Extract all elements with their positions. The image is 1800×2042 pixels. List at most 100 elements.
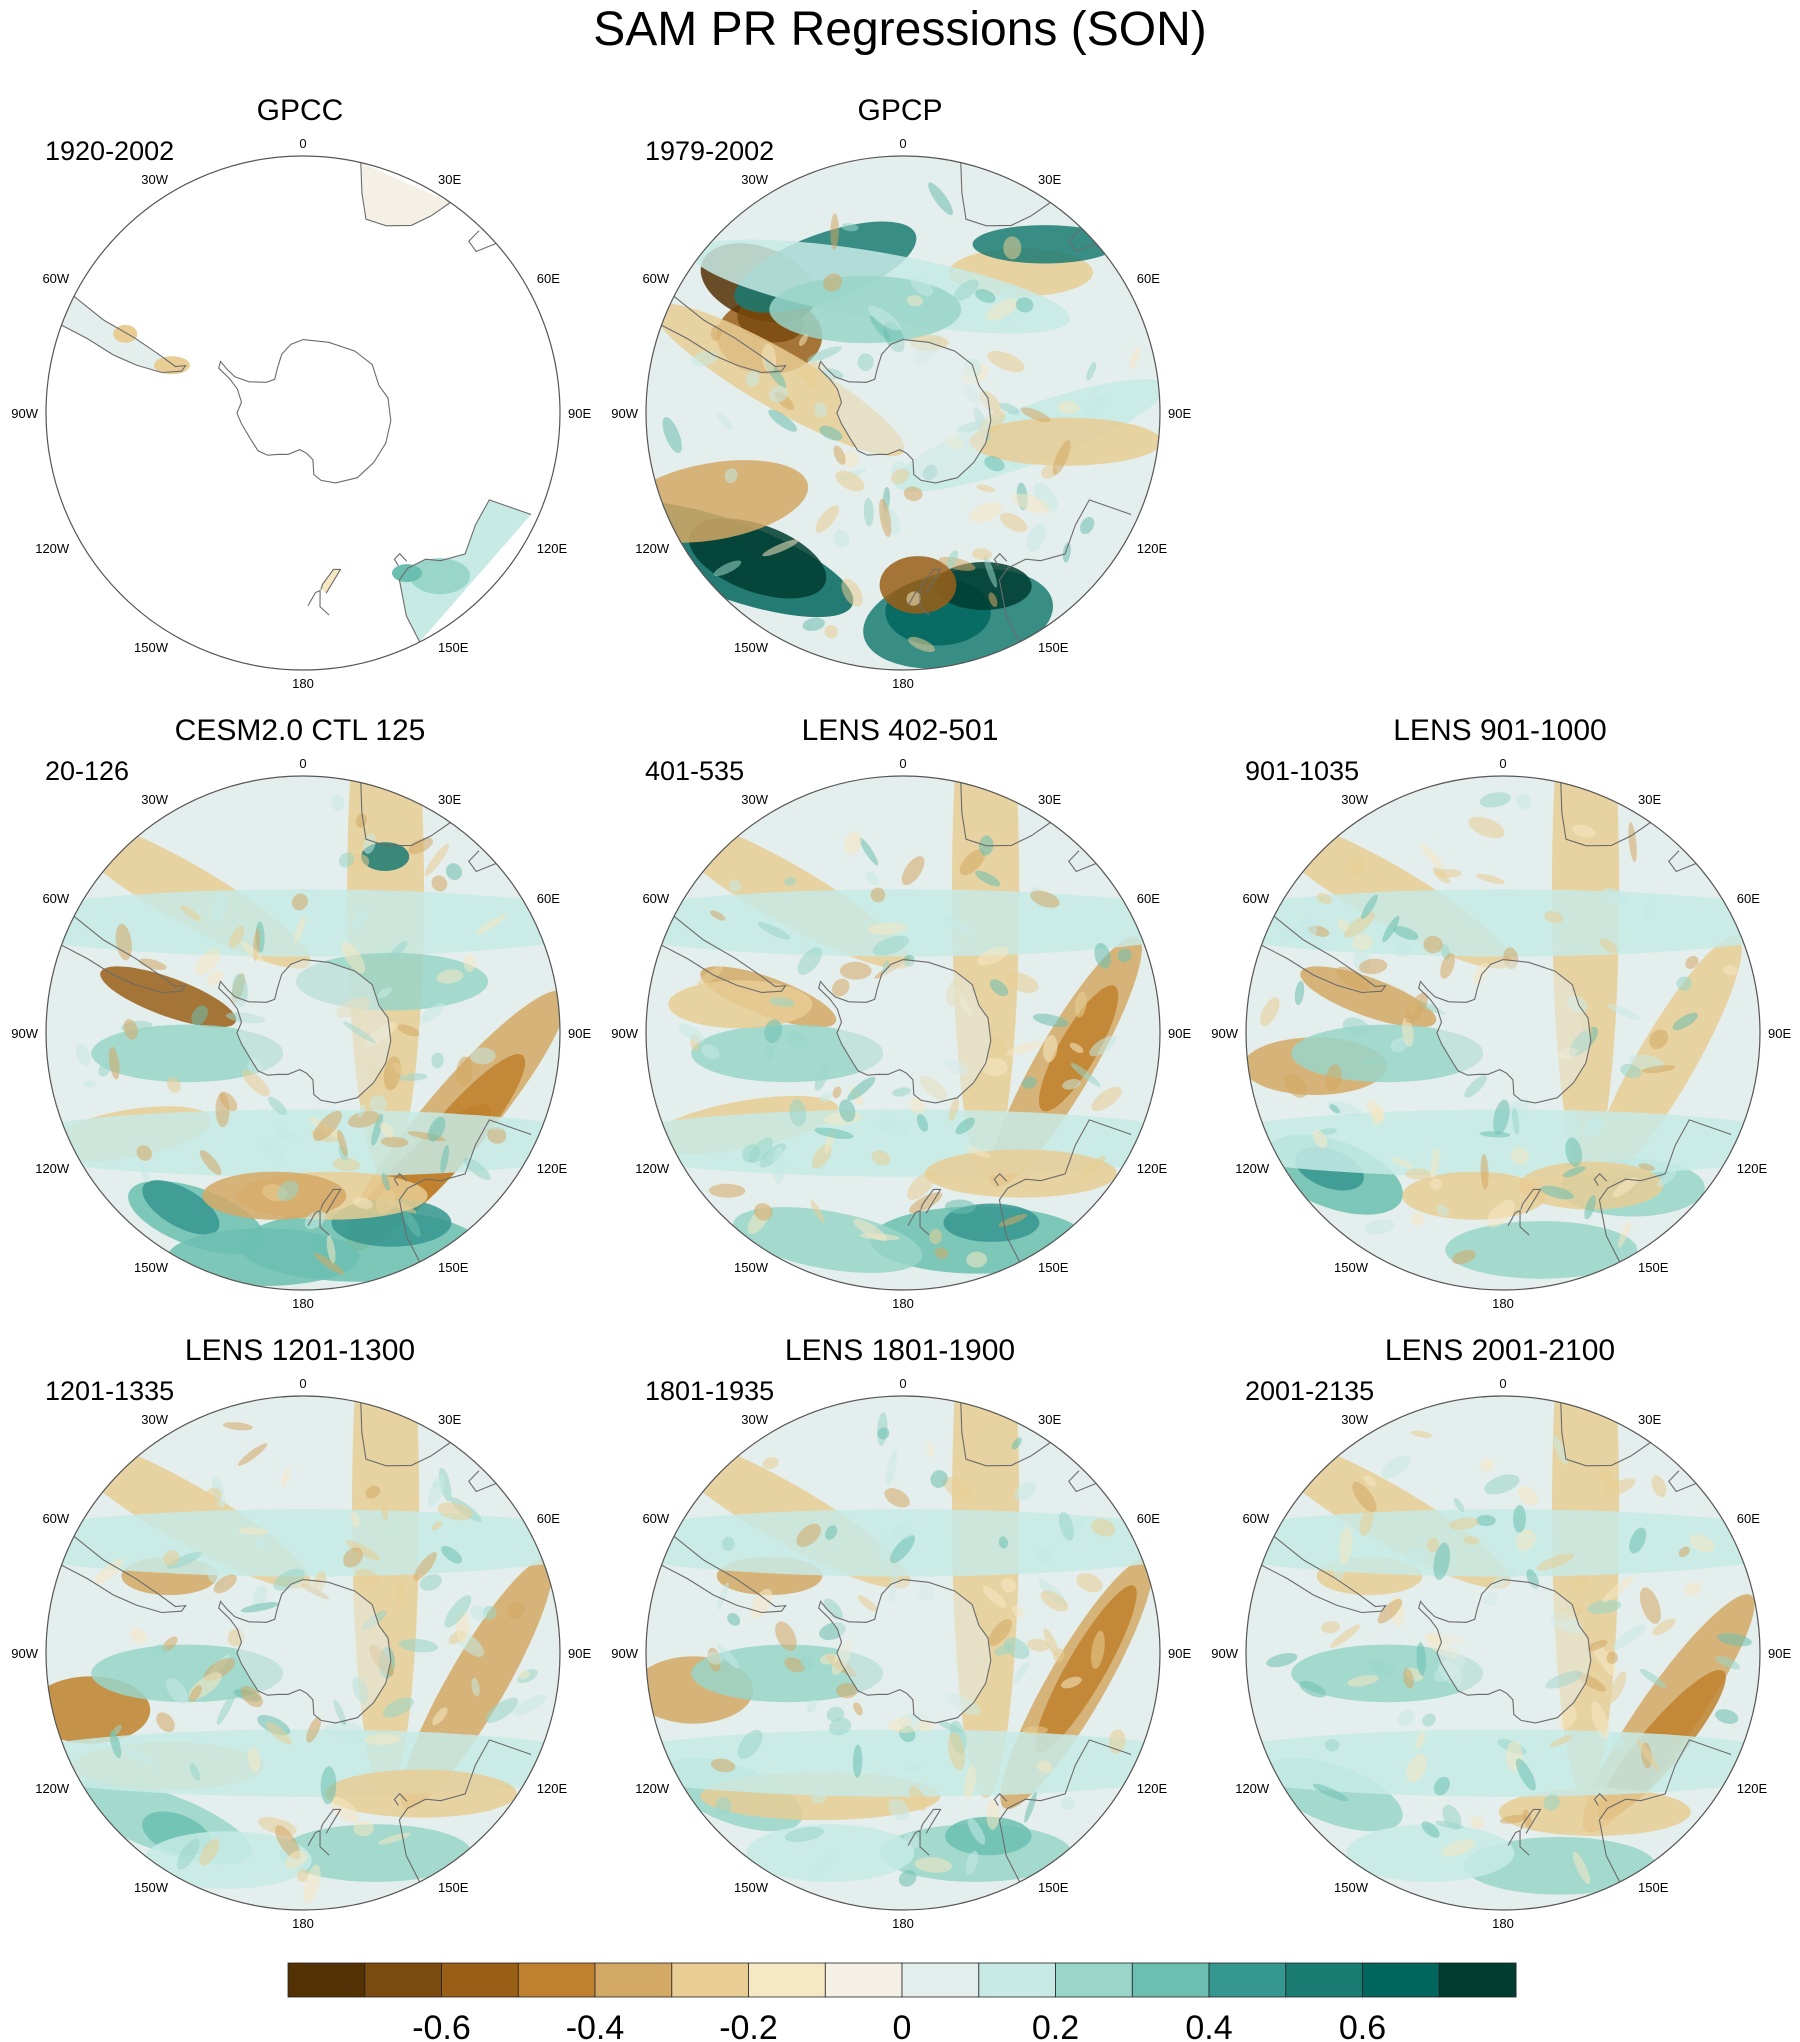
anomaly-blob	[1445, 1221, 1638, 1279]
longitude-label: 30E	[438, 792, 461, 807]
coastline	[1598, 1119, 1732, 1263]
coastline	[468, 1470, 500, 1493]
coastline	[320, 1188, 342, 1214]
anomaly-speckle	[764, 1019, 783, 1043]
longitude-label: 150E	[1038, 1880, 1069, 1895]
map-gpcp: 0 30E 60E 90E 120E 150E 180 150W 120W 90W 60W 30W	[611, 136, 1191, 691]
anomaly-speckle	[380, 1136, 409, 1148]
map-frame	[1245, 1395, 1761, 1911]
coastline	[398, 1119, 532, 1263]
coastline	[393, 1172, 408, 1186]
colorbar-swatch	[1208, 1962, 1287, 1998]
anomaly-speckle	[189, 1685, 202, 1702]
coastline	[218, 339, 392, 484]
panel-period: 2001-2135	[1245, 1376, 1375, 1406]
colorbar-swatch	[594, 1962, 673, 1998]
anomaly-speckle	[353, 1820, 374, 1837]
longitude-label: 150W	[134, 1880, 169, 1895]
coastline	[393, 1792, 408, 1806]
anomaly-speckle	[427, 1116, 446, 1142]
anomaly-speckle	[1544, 910, 1563, 924]
coastline	[1520, 1188, 1542, 1214]
anomaly-speckle	[1432, 867, 1451, 884]
anomaly-speckle	[833, 529, 850, 548]
longitude-label: 30E	[1638, 1412, 1661, 1427]
anomaly-speckle	[252, 1585, 267, 1608]
longitude-label: 60W	[42, 271, 69, 286]
coastline	[1520, 1808, 1542, 1834]
anomaly-speckle	[1284, 1073, 1307, 1098]
longitude-label: 90W	[611, 1646, 638, 1661]
anomaly-speckle	[365, 1733, 402, 1745]
anomaly-speckle	[1060, 1796, 1075, 1811]
anomaly-speckle	[784, 1826, 824, 1842]
anomaly-speckle	[1426, 1537, 1439, 1553]
anomaly-speckle	[456, 1056, 473, 1087]
coastline	[1418, 1579, 1592, 1724]
anomaly-speckle	[1572, 1851, 1591, 1885]
anomaly-blob	[1346, 1824, 1515, 1882]
anomaly-speckle	[988, 1036, 1008, 1058]
anomaly-speckle	[191, 1005, 208, 1026]
anomaly-speckle	[1617, 1220, 1631, 1248]
anomaly-speckle	[275, 1825, 301, 1860]
anomaly-speckle	[691, 351, 718, 367]
coastline	[398, 1739, 532, 1883]
longitude-label: 30W	[141, 172, 168, 187]
anomaly-speckle	[1382, 915, 1400, 943]
anomaly-speckle	[914, 1857, 952, 1873]
anomaly-speckle	[240, 1602, 279, 1613]
anomaly-speckle	[427, 1474, 446, 1508]
anomaly-speckle	[344, 1728, 370, 1745]
longitude-label: 90E	[1168, 1026, 1191, 1041]
anomaly-speckle	[1672, 1012, 1698, 1031]
anomaly-speckle	[678, 1023, 705, 1044]
longitude-label: 90E	[1168, 406, 1191, 421]
anomaly-speckle	[394, 1582, 407, 1607]
anomaly-speckle	[463, 1157, 491, 1180]
colorbar-swatch	[287, 1962, 366, 1998]
coastline	[218, 959, 392, 1104]
longitude-label: 0	[299, 136, 306, 151]
anomaly-speckle	[910, 275, 933, 297]
anomaly-speckle	[1638, 1163, 1655, 1171]
anomaly-speckle	[398, 1638, 439, 1653]
anomaly-speckle	[343, 1547, 363, 1568]
anomaly-speckle	[863, 497, 874, 527]
anomaly-speckle	[768, 385, 788, 403]
anomaly-speckle	[1352, 1481, 1377, 1513]
longitude-label: 90W	[1211, 1026, 1238, 1041]
anomaly-speckle	[967, 1817, 986, 1845]
coastline	[1668, 1470, 1700, 1493]
longitude-label: 90E	[1768, 1026, 1791, 1041]
anomaly-speckle	[963, 1765, 977, 1800]
longitude-label: 150E	[1638, 1260, 1669, 1275]
longitude-label: 120W	[1235, 1161, 1270, 1176]
coastline	[360, 162, 451, 227]
anomaly-speckle	[189, 1762, 201, 1781]
anomaly-speckle	[1023, 1726, 1048, 1735]
anomaly-speckle	[706, 1651, 723, 1665]
anomaly-speckle	[1652, 1618, 1676, 1636]
longitude-label: 150W	[1334, 1260, 1369, 1275]
map-frame	[645, 155, 1161, 671]
anomaly-speckle	[814, 402, 827, 418]
longitude-label: 60W	[42, 1511, 69, 1526]
anomaly-speckle	[999, 512, 1028, 533]
anomaly-speckle	[1014, 1481, 1037, 1502]
longitude-label: 30E	[1038, 1412, 1061, 1427]
anomaly-speckle	[352, 1197, 374, 1209]
anomaly-speckle	[988, 1618, 1012, 1647]
panel-title: LENS 901-1000	[1393, 714, 1607, 747]
anomaly-speckle	[1026, 523, 1046, 552]
anomaly-speckle	[833, 445, 846, 465]
anomaly-speckle	[285, 1850, 308, 1870]
anomaly-speckle	[242, 1069, 270, 1097]
anomaly-speckle	[819, 1092, 832, 1103]
anomaly-speckle	[1294, 981, 1305, 1006]
anomaly-speckle	[701, 1044, 720, 1060]
anomaly-speckle	[982, 1586, 1007, 1609]
colorbar-swatch	[1131, 1962, 1210, 1998]
anomaly-speckle	[1598, 1466, 1615, 1489]
panel-title: LENS 1201-1300	[184, 1334, 416, 1367]
